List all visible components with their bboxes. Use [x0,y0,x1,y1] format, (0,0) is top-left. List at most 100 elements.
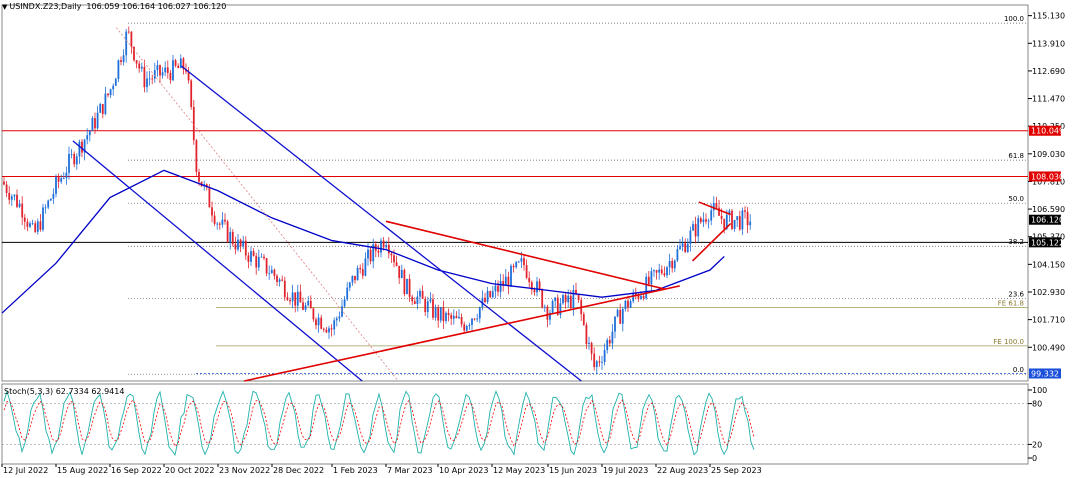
candle-body [107,93,109,96]
candle-body [237,239,239,250]
candle-body [658,269,661,273]
candle-body [291,292,294,302]
price-tick-label: 102.930 [1032,288,1065,297]
candle-body [629,301,632,308]
candle-body [541,289,544,308]
candle-body [705,219,707,222]
candle-body [307,300,310,306]
date-tick-label: 25 Sep 2023 [711,466,762,475]
date-tick-label: 12 Jul 2022 [3,466,48,475]
candle-body [302,302,304,310]
candle-body [536,281,538,293]
candle-body [57,176,60,182]
candle-body [343,299,346,307]
candle-body [523,258,525,266]
candle-body [559,303,562,315]
candle-body [395,262,398,266]
candle-body [567,295,570,303]
candle-body [741,210,744,230]
candle-body [387,244,390,254]
candle-body [146,78,148,88]
candle-body [702,219,705,223]
candle-body [746,211,749,226]
candle-body [135,60,138,64]
candle-body [351,275,354,283]
candle-body [138,63,141,69]
date-tick-label: 15 Jun 2023 [549,466,597,475]
candle-body [96,112,99,129]
candle-body [348,282,351,288]
moving-average-line [1,169,725,314]
candle-body [83,139,86,153]
price-label-box [1029,237,1061,248]
candle-body [699,218,702,223]
candle-body [434,307,437,318]
price-label-text: 110.049 [1031,127,1064,136]
candle-body [588,342,590,344]
candle-body [328,328,330,333]
candle-body [361,269,364,276]
candle-body [458,316,460,319]
candle-body [372,244,375,262]
date-tick-label: 19 Jul 2023 [603,466,648,475]
candle-body [286,297,289,301]
date-tick-label: 23 Nov 2022 [219,466,270,475]
candle-body [426,301,429,313]
candle-body [382,240,385,248]
candle-body [390,253,393,256]
candle-body [260,256,263,258]
candle-body [42,207,44,230]
price-label-text: 105.122 [1031,238,1064,247]
stochastic-d-line [3,399,755,447]
candle-body [694,224,697,237]
candle-body [463,324,466,331]
candle-body [94,118,96,129]
candle-body [52,193,55,199]
candle-body [127,31,130,33]
candle-body [252,251,255,256]
candle-body [731,210,733,229]
stochastic-tick-label: 80 [1032,400,1042,409]
symbol-dropdown-icon[interactable]: ▼ [2,3,8,11]
candle-body [34,223,37,232]
price-tick-label: 100.490 [1032,343,1065,352]
candle-body [406,278,408,295]
price-tick-label: 107.810 [1032,177,1065,186]
candle-body [283,280,286,298]
stochastic-tick-label: 20 [1032,440,1042,449]
candle-body [556,297,559,315]
candle-body [234,244,237,250]
flag-lower-line [691,223,732,262]
price-label-text: 99.332 [1031,369,1059,378]
candle-body [684,243,687,252]
fibonacci-level-label: 23.6 [1008,290,1024,298]
price-tick-label: 106.590 [1032,205,1065,214]
candle-body [218,223,221,225]
candle-body [317,317,320,326]
candle-body [738,216,741,230]
candle-body [517,261,520,263]
candle-body [624,300,627,309]
candle-body [346,287,349,300]
candle-body [367,249,369,259]
candle-body [330,328,333,330]
candle-body [692,224,694,231]
candle-body [650,271,653,285]
price-tick-label: 113.910 [1032,39,1065,48]
candle-body [190,80,193,107]
candle-body [413,301,416,304]
candle-body [322,328,325,330]
candle-body [642,296,645,299]
candle-body [122,55,125,62]
candle-body [689,230,692,244]
candle-body [78,141,81,157]
candle-body [437,307,440,321]
candle-body [16,194,18,207]
candle-body [736,216,739,220]
price-label-box [1029,171,1061,182]
candle-body [164,67,167,73]
stochastic-pane-frame [1,383,1029,465]
candle-body [445,312,447,322]
candle-body [718,207,720,216]
candle-body [465,326,468,331]
